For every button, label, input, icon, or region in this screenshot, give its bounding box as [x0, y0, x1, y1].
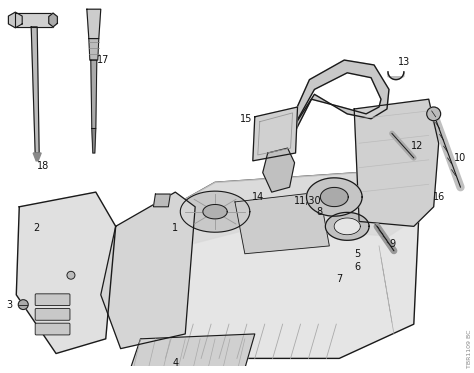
FancyBboxPatch shape	[35, 294, 70, 305]
Text: 13: 13	[398, 57, 410, 67]
Polygon shape	[130, 173, 419, 358]
Polygon shape	[91, 60, 97, 129]
Polygon shape	[15, 13, 53, 27]
Circle shape	[67, 271, 75, 279]
Text: 14: 14	[252, 192, 264, 202]
Text: 6: 6	[354, 263, 360, 272]
Polygon shape	[203, 204, 227, 219]
Polygon shape	[9, 12, 22, 28]
Polygon shape	[320, 187, 348, 207]
Polygon shape	[235, 192, 329, 254]
Polygon shape	[16, 192, 116, 354]
Polygon shape	[388, 72, 404, 79]
Text: 16: 16	[432, 192, 445, 202]
Polygon shape	[31, 27, 39, 153]
Text: 11,30: 11,30	[294, 196, 321, 206]
Polygon shape	[33, 153, 41, 161]
FancyBboxPatch shape	[35, 308, 70, 320]
Text: TBR1109 BC: TBR1109 BC	[467, 329, 472, 368]
Polygon shape	[253, 107, 298, 161]
FancyBboxPatch shape	[35, 323, 70, 335]
Polygon shape	[92, 129, 96, 153]
Polygon shape	[288, 60, 389, 129]
Text: 8: 8	[316, 207, 322, 217]
Text: 5: 5	[354, 249, 360, 259]
Polygon shape	[180, 191, 250, 232]
Polygon shape	[325, 212, 369, 240]
Polygon shape	[89, 38, 99, 60]
Text: 2: 2	[33, 223, 39, 233]
Polygon shape	[154, 194, 170, 207]
Text: 4: 4	[172, 358, 178, 368]
Polygon shape	[130, 334, 255, 368]
Polygon shape	[307, 178, 362, 216]
Text: 1: 1	[172, 223, 178, 233]
Text: 10: 10	[455, 153, 466, 163]
Polygon shape	[87, 9, 101, 38]
Text: 15: 15	[240, 114, 252, 124]
Text: 18: 18	[37, 161, 49, 171]
Polygon shape	[354, 99, 438, 226]
Polygon shape	[146, 173, 419, 251]
Polygon shape	[334, 218, 360, 235]
Polygon shape	[49, 13, 57, 27]
Text: 7: 7	[336, 274, 342, 284]
Polygon shape	[101, 192, 195, 349]
Text: 17: 17	[97, 55, 109, 65]
Text: 3: 3	[6, 300, 12, 310]
Circle shape	[427, 107, 441, 121]
Circle shape	[18, 300, 28, 310]
Text: 12: 12	[410, 141, 423, 151]
Polygon shape	[263, 148, 294, 192]
Text: 9: 9	[389, 239, 395, 249]
